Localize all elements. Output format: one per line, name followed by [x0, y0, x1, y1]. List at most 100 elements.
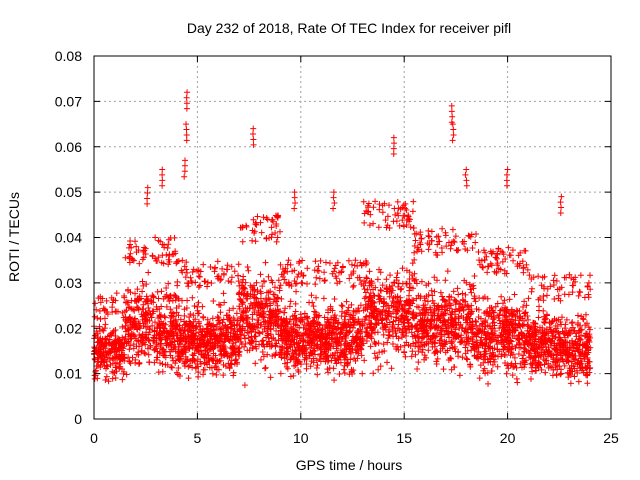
data-point: [263, 289, 270, 296]
data-point: [168, 363, 175, 370]
data-point: [463, 177, 470, 184]
data-point: [209, 315, 216, 322]
data-point: [146, 317, 153, 324]
data-point: [511, 327, 518, 334]
data-point: [247, 293, 254, 300]
data-point: [273, 222, 280, 229]
data-point: [175, 364, 182, 371]
data-point: [464, 356, 471, 363]
data-point: [101, 358, 108, 365]
data-point: [268, 217, 275, 224]
data-point: [580, 316, 587, 323]
data-point: [418, 325, 425, 332]
data-point: [452, 301, 459, 308]
data-point: [183, 100, 190, 107]
data-point: [163, 303, 170, 310]
data-point: [395, 283, 402, 290]
data-point: [391, 140, 398, 147]
data-point: [128, 325, 135, 332]
data-point: [572, 340, 579, 347]
data-point: [126, 358, 133, 365]
data-point: [261, 323, 268, 330]
data-point: [223, 333, 230, 340]
data-point: [117, 354, 124, 361]
data-point: [263, 234, 270, 241]
data-point: [452, 306, 459, 313]
data-point: [557, 297, 564, 304]
data-point: [516, 321, 523, 328]
data-point: [463, 355, 470, 362]
data-point: [321, 340, 328, 347]
data-point: [561, 362, 568, 369]
data-point: [464, 247, 471, 254]
data-point: [452, 319, 459, 326]
data-point: [449, 226, 456, 233]
data-point: [287, 343, 294, 350]
data-point: [384, 302, 391, 309]
data-point: [140, 248, 147, 255]
data-point: [393, 310, 400, 317]
data-point: [100, 327, 107, 334]
data-point: [331, 295, 338, 302]
data-point: [318, 351, 325, 358]
data-point: [105, 378, 112, 385]
data-point: [301, 321, 308, 328]
data-point: [423, 282, 430, 289]
data-point: [333, 315, 340, 322]
data-point: [159, 182, 166, 189]
data-point: [467, 361, 474, 368]
data-point: [292, 315, 299, 322]
data-point: [283, 351, 290, 358]
data-point: [236, 348, 243, 355]
data-point: [150, 293, 157, 300]
data-point: [267, 288, 274, 295]
data-point: [354, 334, 361, 341]
data-point: [144, 195, 151, 202]
data-point: [400, 306, 407, 313]
data-point: [282, 305, 289, 312]
data-point: [412, 237, 419, 244]
x-tick-label: 5: [194, 430, 202, 446]
data-point: [478, 257, 485, 264]
data-point: [126, 346, 133, 353]
data-point: [119, 344, 126, 351]
data-point: [552, 362, 559, 369]
data-point: [370, 370, 377, 377]
data-point: [109, 360, 116, 367]
data-point: [336, 352, 343, 359]
data-point: [484, 269, 491, 276]
data-point: [204, 283, 211, 290]
data-point: [96, 342, 103, 349]
data-point: [334, 342, 341, 349]
data-point: [133, 303, 140, 310]
data-point: [109, 375, 116, 382]
data-point: [577, 327, 584, 334]
data-point: [564, 339, 571, 346]
data-point: [509, 351, 516, 358]
data-point: [115, 363, 122, 370]
y-tick-labels: 0 0.01 0.02 0.03 0.04 0.05 0.06 0.07 0.08: [55, 48, 82, 427]
data-point: [307, 335, 314, 342]
data-point: [425, 309, 432, 316]
data-point: [456, 307, 463, 314]
data-point: [504, 346, 511, 353]
data-point: [468, 231, 475, 238]
data-point: [118, 351, 125, 358]
data-point: [176, 373, 183, 380]
data-point: [502, 360, 509, 367]
data-point: [386, 331, 393, 338]
data-point: [477, 341, 484, 348]
data-point: [303, 360, 310, 367]
data-point: [490, 309, 497, 316]
data-point: [130, 341, 137, 348]
data-point: [540, 297, 547, 304]
data-point: [176, 341, 183, 348]
data-point: [471, 352, 478, 359]
data-point: [372, 321, 379, 328]
data-point: [450, 288, 457, 295]
data-point: [165, 294, 172, 301]
data-point: [181, 312, 188, 319]
data-point: [167, 352, 174, 359]
data-point: [142, 245, 149, 252]
data-point: [536, 294, 543, 301]
